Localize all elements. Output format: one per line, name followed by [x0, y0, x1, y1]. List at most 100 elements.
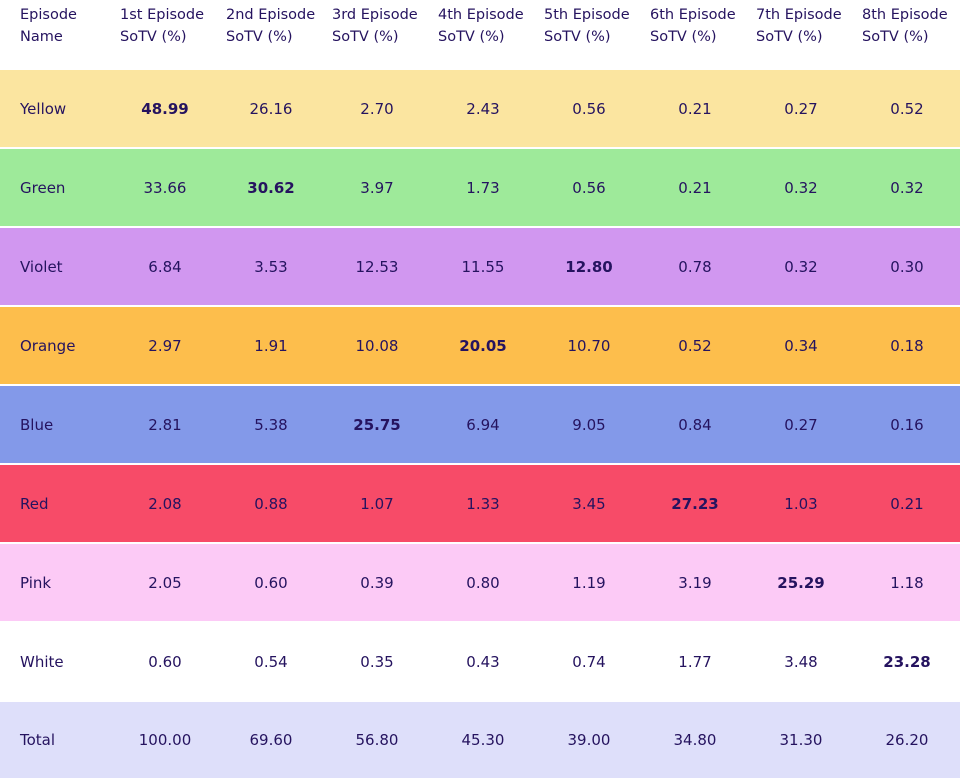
table-cell: 1.19	[536, 544, 642, 623]
table-cell: 2.05	[112, 544, 218, 623]
row-label: Violet	[0, 228, 112, 307]
table-cell: 3.48	[748, 623, 854, 702]
header-line-2: SoTV (%)	[650, 29, 717, 45]
header-episode-7: 7th Episode SoTV (%)	[748, 0, 854, 70]
table-cell: 0.16	[854, 386, 960, 465]
table-cell: 2.97	[112, 307, 218, 386]
table-cell: 0.39	[324, 544, 430, 623]
table-cell: 1.18	[854, 544, 960, 623]
header-episode-6: 6th Episode SoTV (%)	[642, 0, 748, 70]
table-cell: 0.84	[642, 386, 748, 465]
table-cell: 0.56	[536, 70, 642, 149]
table-cell: 2.08	[112, 465, 218, 544]
table-cell: 31.30	[748, 702, 854, 778]
header-episode-name: Episode Name	[0, 0, 112, 70]
header-line-1: Episode	[20, 7, 77, 23]
header-line-1: 5th Episode	[544, 7, 630, 23]
header-line-1: 2nd Episode	[226, 7, 316, 23]
table-cell: 12.53	[324, 228, 430, 307]
header-line-1: 7th Episode	[756, 7, 842, 23]
table-cell: 11.55	[430, 228, 536, 307]
table-cell: 0.27	[748, 70, 854, 149]
table-cell: 1.91	[218, 307, 324, 386]
table-cell: 1.77	[642, 623, 748, 702]
table-cell: 3.19	[642, 544, 748, 623]
table-cell: 0.18	[854, 307, 960, 386]
table-cell: 0.34	[748, 307, 854, 386]
table-cell: 56.80	[324, 702, 430, 778]
table-cell: 3.53	[218, 228, 324, 307]
header-line-2: SoTV (%)	[120, 29, 187, 45]
row-label: Green	[0, 149, 112, 228]
table-cell: 0.60	[112, 623, 218, 702]
header-row: Episode Name 1st Episode SoTV (%) 2nd Epis…	[0, 0, 960, 70]
header-line-2: SoTV (%)	[862, 29, 929, 45]
header-episode-1: 1st Episode SoTV (%)	[112, 0, 218, 70]
table-row-blue: Blue 2.81 5.38 25.75 6.94 9.05 0.84 0.27 0.16	[0, 386, 960, 465]
table-cell: 0.88	[218, 465, 324, 544]
table-cell-max: 23.28	[854, 623, 960, 702]
table-cell: 45.30	[430, 702, 536, 778]
table-cell: 0.30	[854, 228, 960, 307]
table-cell: 0.43	[430, 623, 536, 702]
header-episode-5: 5th Episode SoTV (%)	[536, 0, 642, 70]
table-cell: 6.94	[430, 386, 536, 465]
table-row-white: White 0.60 0.54 0.35 0.43 0.74 1.77 3.48 23.28	[0, 623, 960, 702]
row-label: Pink	[0, 544, 112, 623]
table-cell: 0.32	[854, 149, 960, 228]
table-cell: 0.27	[748, 386, 854, 465]
table-cell: 0.80	[430, 544, 536, 623]
header-line-2: SoTV (%)	[756, 29, 823, 45]
table-cell: 9.05	[536, 386, 642, 465]
row-label: Blue	[0, 386, 112, 465]
table-cell: 0.21	[642, 149, 748, 228]
table-cell-max: 20.05	[430, 307, 536, 386]
header-line-1: 3rd Episode	[332, 7, 418, 23]
header-line-2: Name	[20, 29, 63, 45]
header-episode-3: 3rd Episode SoTV (%)	[324, 0, 430, 70]
header-line-1: 6th Episode	[650, 7, 736, 23]
table-cell-max: 27.23	[642, 465, 748, 544]
table-cell: 1.33	[430, 465, 536, 544]
table-cell: 0.60	[218, 544, 324, 623]
table-cell: 0.21	[642, 70, 748, 149]
table-row-pink: Pink 2.05 0.60 0.39 0.80 1.19 3.19 25.29 1.18	[0, 544, 960, 623]
total-row: Total 100.00 69.60 56.80 45.30 39.00 34.80 31.3…	[0, 702, 960, 778]
table-cell: 0.78	[642, 228, 748, 307]
table-row-green: Green 33.66 30.62 3.97 1.73 0.56 0.21 0.32 0.32	[0, 149, 960, 228]
table-cell-max: 48.99	[112, 70, 218, 149]
row-label: Orange	[0, 307, 112, 386]
header-episode-8: 8th Episode SoTV (%)	[854, 0, 960, 70]
table-cell: 0.74	[536, 623, 642, 702]
table-body: Yellow 48.99 26.16 2.70 2.43 0.56 0.21 0.27 0.52…	[0, 70, 960, 778]
table-cell: 1.03	[748, 465, 854, 544]
table-cell: 0.56	[536, 149, 642, 228]
row-label: White	[0, 623, 112, 702]
table-row-red: Red 2.08 0.88 1.07 1.33 3.45 27.23 1.03 0.21	[0, 465, 960, 544]
header-episode-4: 4th Episode SoTV (%)	[430, 0, 536, 70]
header-line-1: 4th Episode	[438, 7, 524, 23]
table-cell: 26.20	[854, 702, 960, 778]
header-line-1: 8th Episode	[862, 7, 948, 23]
table-cell: 1.07	[324, 465, 430, 544]
header-line-1: 1st Episode	[120, 7, 205, 23]
table-cell: 0.21	[854, 465, 960, 544]
table-cell: 39.00	[536, 702, 642, 778]
row-label: Total	[0, 702, 112, 778]
table-cell: 0.52	[642, 307, 748, 386]
row-label: Yellow	[0, 70, 112, 149]
table-row-violet: Violet 6.84 3.53 12.53 11.55 12.80 0.78 0.32 0.3…	[0, 228, 960, 307]
table-cell: 26.16	[218, 70, 324, 149]
table-row-orange: Orange 2.97 1.91 10.08 20.05 10.70 0.52 0.34 0.1…	[0, 307, 960, 386]
table-cell: 0.32	[748, 149, 854, 228]
table-cell: 34.80	[642, 702, 748, 778]
table-row-yellow: Yellow 48.99 26.16 2.70 2.43 0.56 0.21 0.27 0.52	[0, 70, 960, 149]
table-cell: 0.52	[854, 70, 960, 149]
table-cell-max: 12.80	[536, 228, 642, 307]
table-cell-max: 30.62	[218, 149, 324, 228]
row-label: Red	[0, 465, 112, 544]
table-cell: 100.00	[112, 702, 218, 778]
table-cell: 33.66	[112, 149, 218, 228]
table-cell: 2.81	[112, 386, 218, 465]
table-cell: 10.70	[536, 307, 642, 386]
